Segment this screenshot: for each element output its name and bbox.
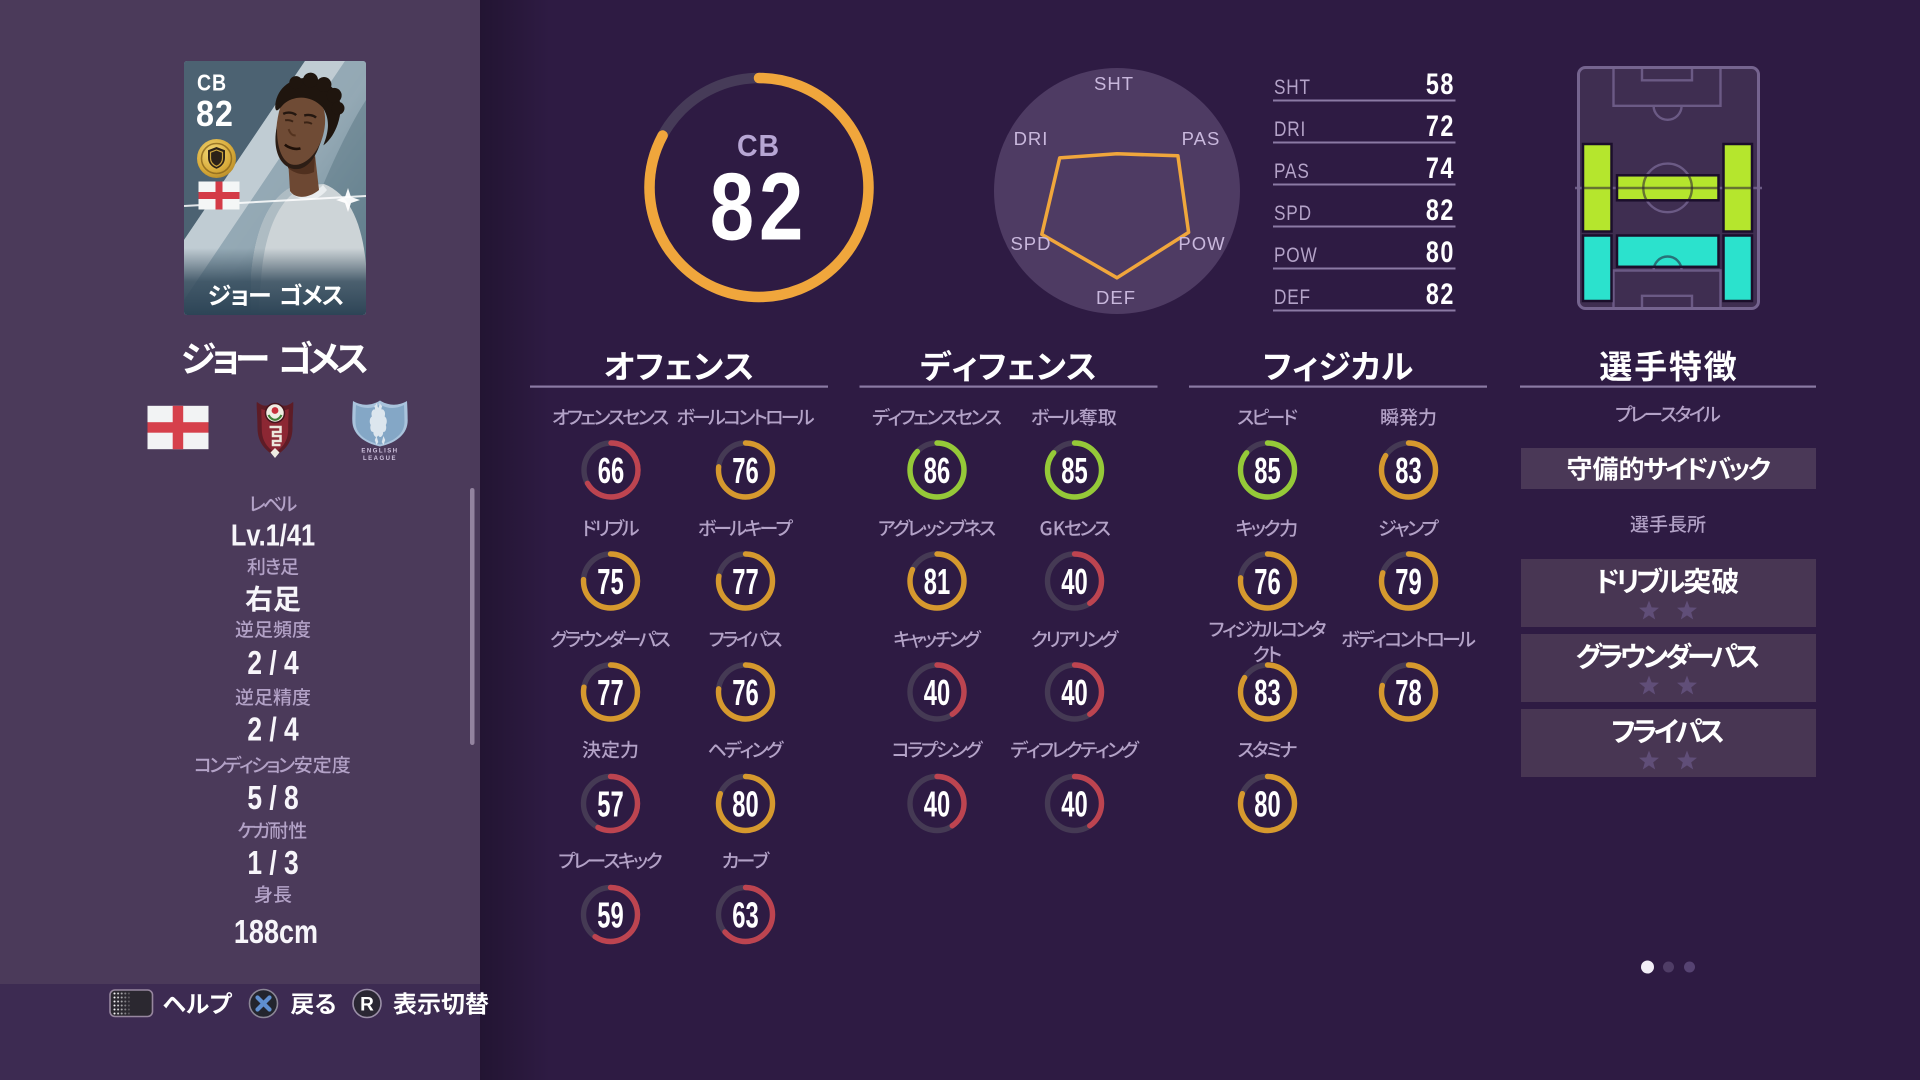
svg-text:5 / 8: 5 / 8: [247, 780, 298, 816]
svg-text:82: 82: [1426, 277, 1455, 310]
svg-text:POW: POW: [1178, 233, 1225, 254]
svg-text:57: 57: [597, 785, 623, 825]
svg-text:85: 85: [1254, 451, 1280, 491]
svg-text:CB: CB: [737, 129, 780, 163]
svg-text:78: 78: [1395, 673, 1421, 713]
svg-text:75: 75: [597, 562, 623, 602]
svg-text:59: 59: [597, 896, 623, 936]
svg-text:SPD: SPD: [1010, 233, 1051, 254]
svg-text:80: 80: [1254, 785, 1280, 825]
svg-text:83: 83: [1254, 673, 1280, 713]
svg-text:58: 58: [1426, 67, 1455, 100]
svg-text:188cm: 188cm: [234, 915, 318, 951]
svg-text:POW: POW: [1274, 245, 1318, 268]
svg-text:74: 74: [1426, 151, 1455, 184]
svg-text:DRI: DRI: [1014, 128, 1049, 149]
svg-text:76: 76: [1254, 562, 1280, 602]
svg-text:2 / 4: 2 / 4: [247, 645, 299, 681]
svg-text:SPD: SPD: [1274, 203, 1312, 226]
svg-text:82: 82: [196, 94, 234, 134]
svg-text:76: 76: [732, 673, 758, 713]
svg-text:2 / 4: 2 / 4: [247, 712, 299, 748]
svg-text:40: 40: [924, 673, 950, 713]
svg-text:1 / 3: 1 / 3: [247, 845, 298, 881]
svg-text:ENGLISH: ENGLISH: [361, 449, 398, 455]
svg-text:PAS: PAS: [1274, 161, 1310, 184]
svg-text:LEAGUE: LEAGUE: [363, 456, 397, 462]
svg-text:83: 83: [1395, 451, 1421, 491]
svg-text:66: 66: [598, 451, 624, 491]
svg-text:DEF: DEF: [1096, 287, 1136, 308]
svg-text:76: 76: [732, 451, 758, 491]
svg-text:40: 40: [1061, 562, 1087, 602]
svg-text:40: 40: [1061, 785, 1087, 825]
svg-text:SHT: SHT: [1274, 77, 1311, 100]
svg-text:77: 77: [597, 673, 623, 713]
svg-text:80: 80: [1426, 235, 1455, 268]
svg-text:DRI: DRI: [1274, 119, 1306, 142]
svg-text:40: 40: [924, 785, 950, 825]
svg-text:PAS: PAS: [1182, 128, 1221, 149]
svg-text:80: 80: [732, 785, 758, 825]
svg-text:40: 40: [1061, 673, 1087, 713]
svg-text:82: 82: [1426, 193, 1455, 226]
svg-text:Lv.1/41: Lv.1/41: [231, 518, 315, 553]
svg-text:63: 63: [732, 896, 758, 936]
svg-text:79: 79: [1395, 562, 1421, 602]
svg-text:72: 72: [1426, 109, 1455, 142]
svg-text:DEF: DEF: [1274, 287, 1311, 310]
svg-text:86: 86: [924, 451, 950, 491]
svg-text:85: 85: [1061, 451, 1087, 491]
svg-text:SHT: SHT: [1094, 73, 1134, 94]
svg-text:CB: CB: [197, 70, 227, 96]
svg-text:R: R: [360, 995, 374, 1016]
svg-text:82: 82: [710, 153, 809, 261]
svg-text:77: 77: [732, 562, 758, 602]
svg-text:81: 81: [924, 562, 950, 602]
